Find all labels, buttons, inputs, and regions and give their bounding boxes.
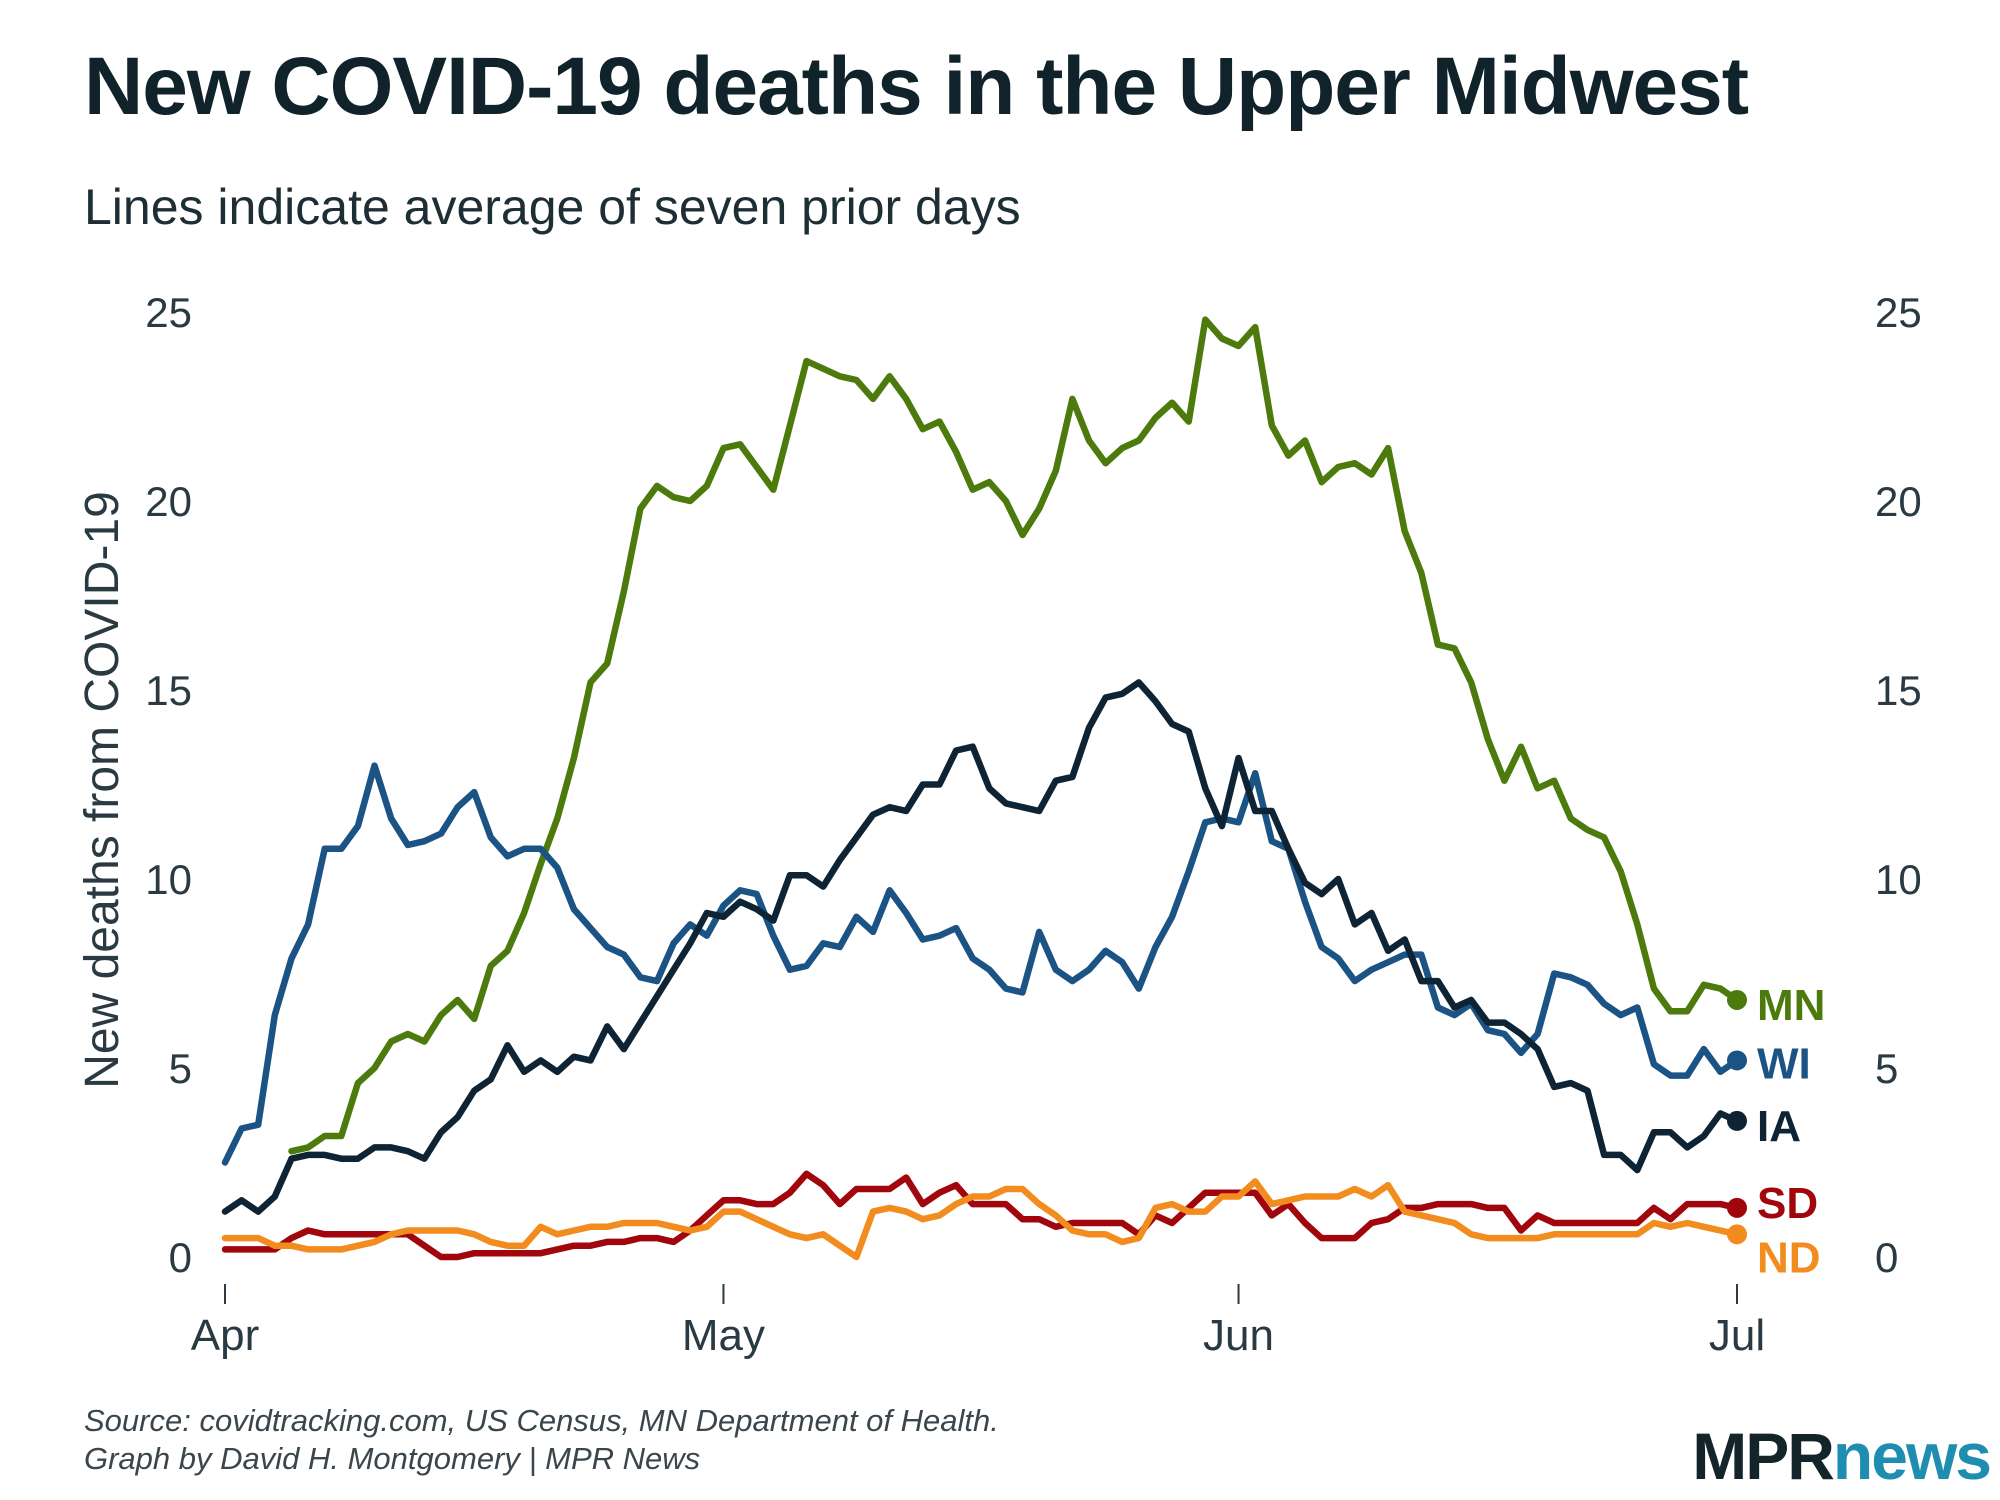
y-tick-label-left: 20	[145, 478, 192, 525]
source-note: Source: covidtracking.com, US Census, MN…	[84, 1403, 999, 1438]
x-tick-label: Apr	[191, 1311, 259, 1360]
series-end-marker-wi	[1727, 1050, 1747, 1071]
chart-subtitle: Lines indicate average of seven prior da…	[84, 179, 1021, 235]
logo-mpr: MPR	[1692, 1419, 1835, 1493]
y-tick-label-left: 0	[169, 1234, 192, 1281]
line-chart: 0 5 10 15 20 25 0 5 10 15 20 25 Apr May Jun Jul MN WI I…	[76, 289, 1922, 1360]
mpr-news-logo: MPRnews	[1692, 1418, 1992, 1494]
series-line-nd	[221, 1178, 1741, 1261]
y-tick-label-right: 5	[1875, 1045, 1898, 1092]
credit-note: Graph by David H. Montgomery | MPR News	[84, 1441, 701, 1476]
y-tick-label-left: 10	[145, 856, 192, 903]
y-tick-label-right: 0	[1875, 1234, 1898, 1281]
y-tick-label-left: 25	[145, 289, 192, 336]
y-axis-left: 0 5 10 15 20 25	[145, 289, 192, 1281]
y-tick-label-right: 20	[1875, 478, 1922, 525]
footer: Source: covidtracking.com, US Census, MN…	[84, 1402, 999, 1478]
y-tick-label-left: 5	[169, 1045, 192, 1092]
series-end-marker-sd	[1727, 1197, 1747, 1218]
series-labels: MN WI IA SD ND	[1727, 981, 1825, 1282]
chart-title: New COVID-19 deaths in the Upper Midwest	[84, 41, 1749, 132]
y-tick-label-right: 10	[1875, 856, 1922, 903]
y-tick-label-right: 15	[1875, 667, 1922, 714]
series-line-sd	[221, 1170, 1741, 1261]
series-label-ia: IA	[1757, 1102, 1801, 1151]
series-line-ia	[221, 679, 1741, 1215]
series-end-marker-ia	[1727, 1110, 1747, 1131]
series-line-wi	[221, 762, 1741, 1166]
x-tick-label: May	[682, 1311, 765, 1360]
x-axis: Apr May Jun Jul	[191, 1284, 1765, 1360]
y-tick-label-left: 15	[145, 667, 192, 714]
series-label-wi: WI	[1757, 1039, 1811, 1088]
series-label-nd: ND	[1757, 1233, 1821, 1282]
series-end-marker-mn	[1727, 989, 1747, 1010]
y-axis-right: 0 5 10 15 20 25	[1875, 289, 1922, 1281]
x-tick-label: Jul	[1709, 1311, 1765, 1360]
series-end-marker-nd	[1727, 1224, 1747, 1245]
y-axis-label: New deaths from COVID-19	[76, 491, 129, 1089]
y-tick-label-right: 25	[1875, 289, 1922, 336]
series-label-mn: MN	[1757, 981, 1825, 1030]
logo-news: news	[1832, 1419, 1992, 1493]
series-label-sd: SD	[1757, 1179, 1818, 1228]
x-tick-label: Jun	[1203, 1311, 1274, 1360]
series-line-mn	[288, 316, 1741, 1155]
plot-area	[221, 316, 1741, 1261]
